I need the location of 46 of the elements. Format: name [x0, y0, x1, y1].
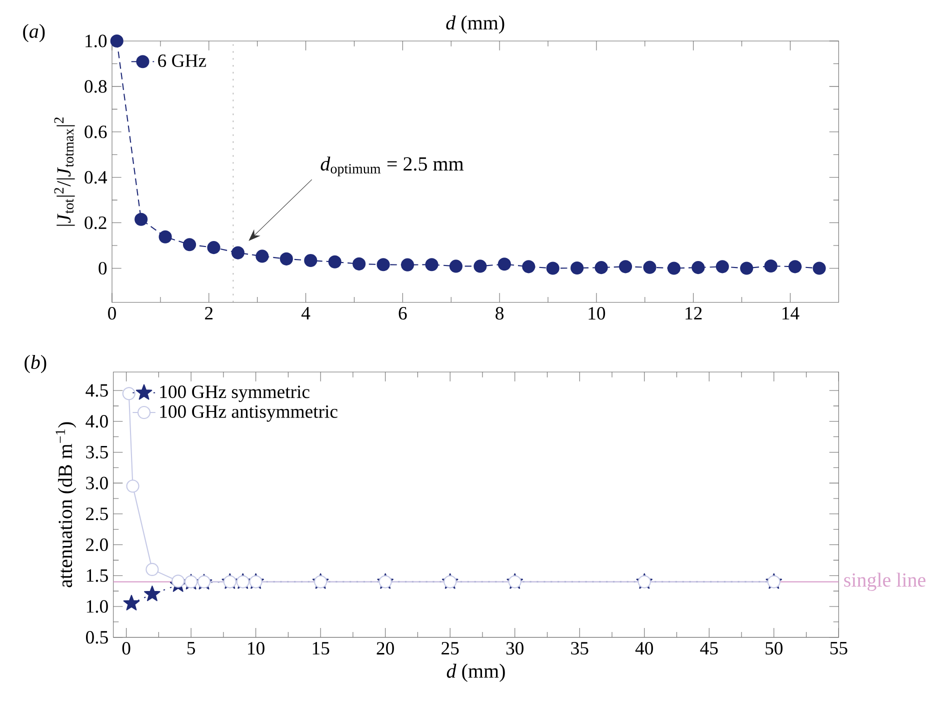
x-axis-title: d (mm) — [446, 16, 504, 34]
x-tick-label: 0 — [122, 642, 130, 655]
y-axis-title: attenuation (dB m$^{−1}$) — [56, 422, 76, 588]
x-tick-label: 55 — [830, 642, 848, 654]
legend-label: 6 GHz — [158, 54, 206, 67]
x-tick-label: 5 — [187, 642, 195, 654]
x-tick-label: 40 — [635, 642, 653, 655]
x-tick-label: 10 — [248, 642, 264, 655]
y-tick-label: 0.8 — [84, 80, 107, 93]
y-tick-label: 2.5 — [86, 508, 108, 520]
x-tick-label: 4 — [301, 307, 310, 320]
x-tick-label: 25 — [442, 642, 459, 655]
x-tick-label: 8 — [496, 307, 504, 320]
chart-title: (b) — [24, 354, 46, 374]
y-tick-label: 1.0 — [86, 600, 108, 613]
x-tick-label: 10 — [588, 307, 606, 320]
y-tick-label: 3.0 — [86, 476, 108, 490]
y-tick-label: 0.2 — [84, 216, 106, 230]
y-tick-label: 0.4 — [84, 171, 108, 184]
x-tick-label: 20 — [376, 642, 394, 655]
x-tick-label: 30 — [506, 642, 524, 655]
y-tick-label: 0.5 — [86, 630, 108, 644]
y-tick-label: 0 — [98, 262, 107, 275]
ref-line-label: single line — [844, 572, 926, 591]
x-tick-label: 6 — [398, 307, 407, 320]
x-tick-label: 50 — [766, 642, 783, 655]
x-tick-label: 15 — [312, 642, 330, 655]
x-tick-label: 35 — [571, 642, 588, 655]
legend-label: 100 GHz antisymmetric — [160, 405, 338, 422]
chart-title: (a) — [23, 24, 45, 42]
y-tick-label: 4.0 — [86, 415, 108, 428]
x-tick-label: 14 — [782, 307, 800, 320]
x-tick-label: 0 — [108, 307, 116, 320]
y-tick-label: 2.0 — [86, 538, 108, 552]
annotation: d$_{optimum}$ = 2.5 mm — [320, 156, 464, 176]
text: |J$_{tot}$|$^{2}$/|J$_{totmax}$|$^{2}$ — [54, 117, 75, 226]
y-tick-label: 0.6 — [84, 126, 107, 138]
y-tick-label: 1.5 — [86, 569, 108, 582]
y-tick-label: 4.5 — [86, 384, 108, 397]
legend-label: 100 GHz symmetric — [160, 386, 310, 402]
x-tick-label: 2 — [205, 307, 213, 320]
x-tick-label: 45 — [700, 642, 718, 655]
x-tick-label: 12 — [686, 307, 702, 320]
x-axis-title: d (mm) — [446, 664, 505, 682]
y-tick-label: 3.5 — [86, 446, 108, 459]
y-tick-label: 1.0 — [86, 34, 107, 48]
